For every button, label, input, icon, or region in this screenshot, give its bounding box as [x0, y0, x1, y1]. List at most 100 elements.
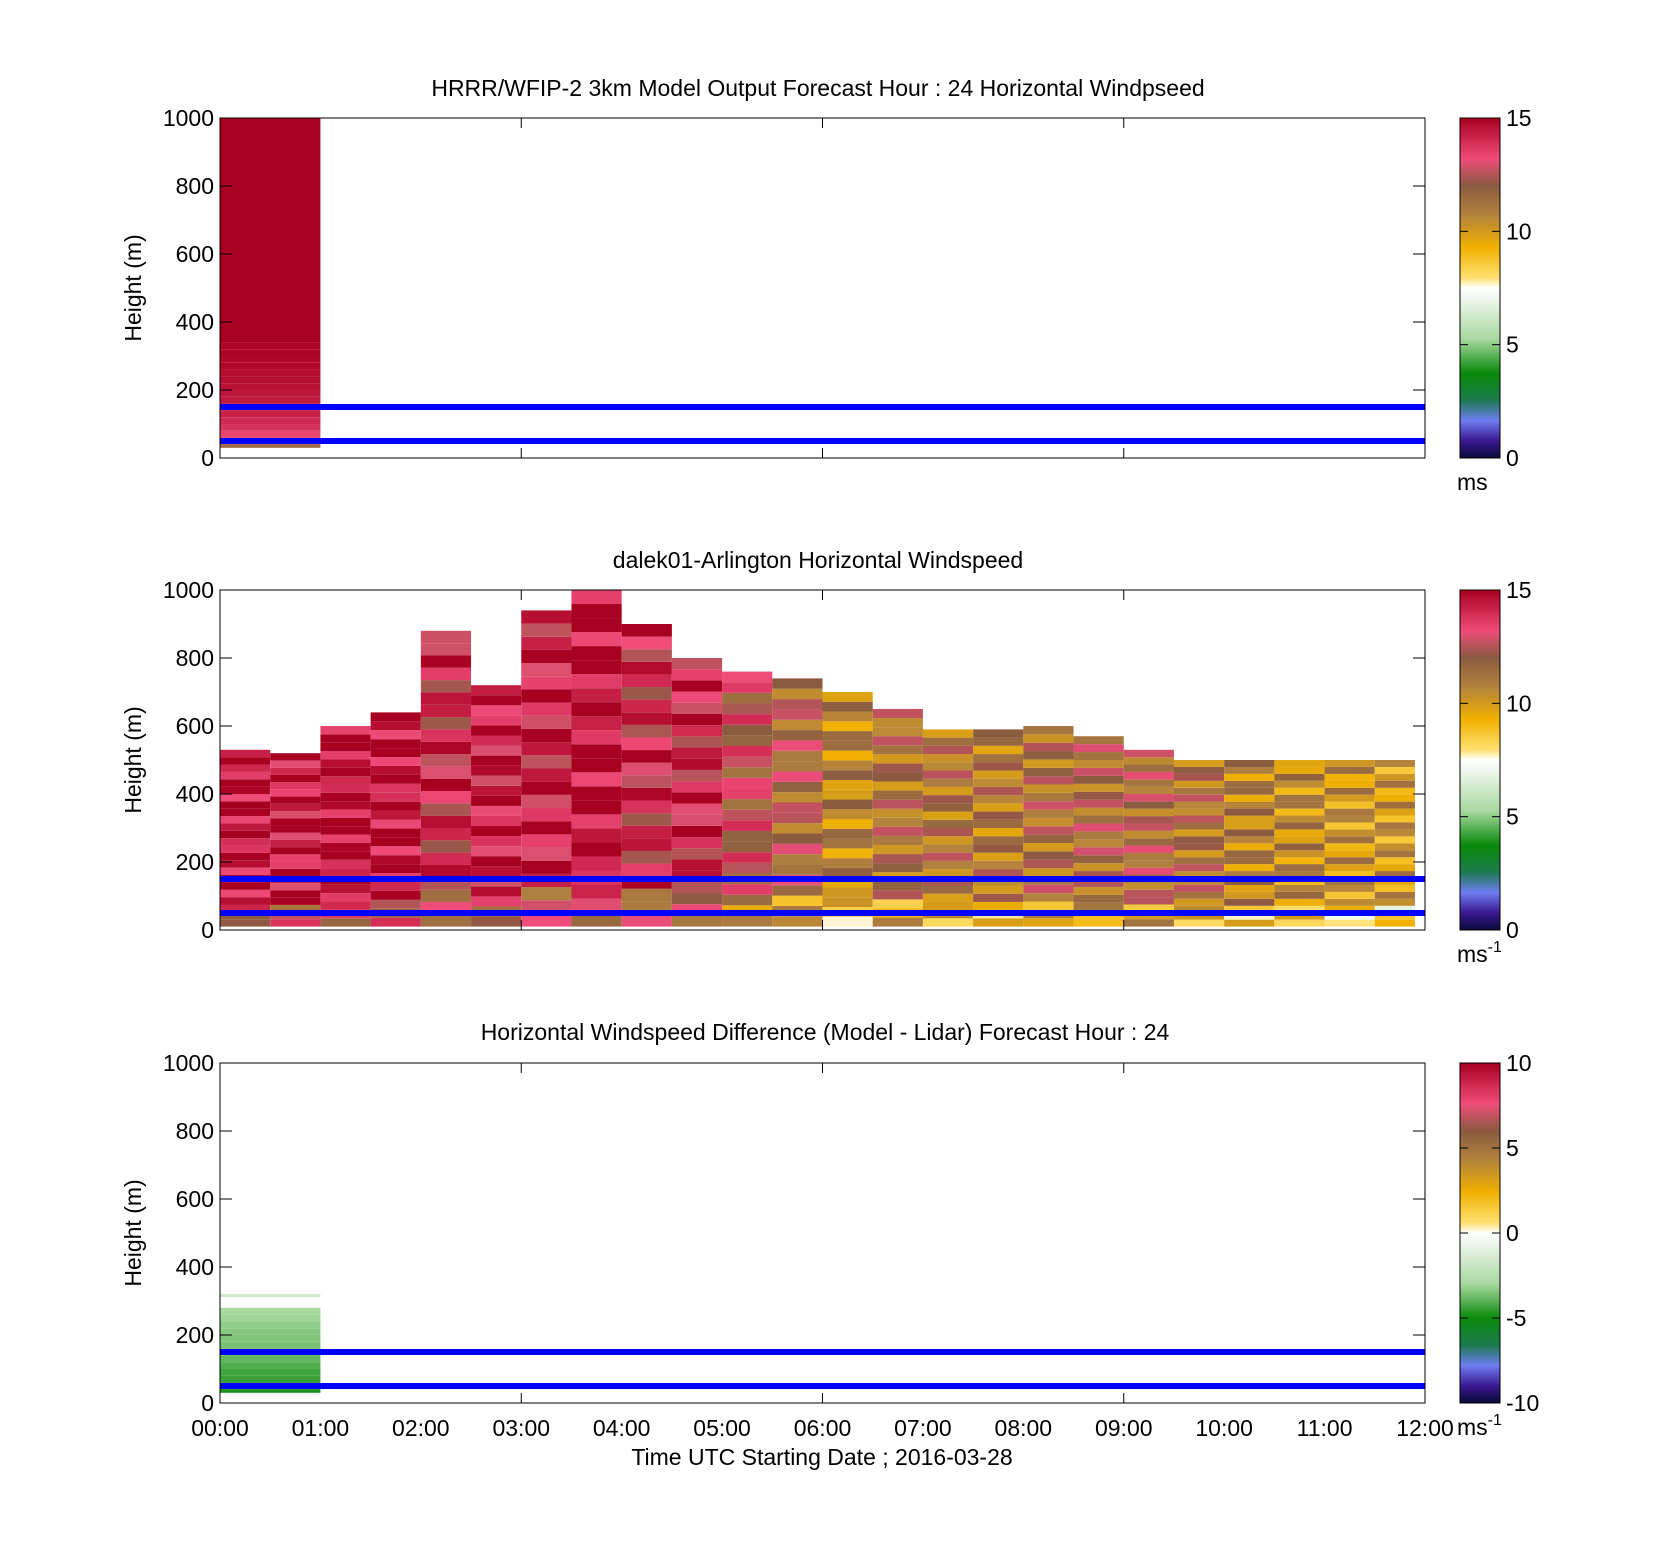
lidar-cell — [420, 729, 472, 742]
lidar-cell — [1324, 815, 1375, 823]
x-tick-label: 09:00 — [1095, 1415, 1153, 1441]
lidar-cell — [320, 792, 371, 802]
x-tick-label: 08:00 — [995, 1415, 1053, 1441]
lidar-cell — [1123, 757, 1174, 765]
lidar-cell — [922, 729, 974, 738]
lidar-cell — [420, 680, 472, 693]
lidar-cell — [320, 868, 371, 877]
lidar-cell — [420, 803, 472, 816]
lidar-cell — [270, 897, 321, 905]
lidar-cell — [671, 747, 723, 759]
lidar-cell — [420, 754, 472, 767]
lidar-cell — [521, 689, 572, 703]
colorbar-tick-label: 15 — [1506, 105, 1532, 131]
lidar-cell — [571, 604, 622, 619]
lidar-cell — [1374, 766, 1415, 774]
colorbar-tick-label: 5 — [1506, 804, 1519, 830]
lidar-cell — [1073, 760, 1124, 768]
lidar-cell — [621, 687, 672, 700]
colorbar-tick-label: -10 — [1506, 1390, 1539, 1416]
lidar-cell — [772, 719, 823, 731]
lidar-cell — [1173, 871, 1225, 879]
model-cell — [220, 430, 321, 438]
lidar-cell — [521, 715, 572, 729]
colorbar-tick-label: 5 — [1506, 332, 1519, 358]
difference-cell — [220, 1294, 321, 1297]
lidar-cell — [1324, 843, 1375, 851]
lidar-cell — [471, 916, 522, 927]
difference-ylabel: Height (m) — [120, 1179, 146, 1286]
lidar-cell — [1073, 767, 1124, 776]
lidar-cell — [471, 896, 522, 907]
lidar-cell — [1224, 905, 1275, 913]
model-cell — [220, 356, 321, 363]
lidar-cell — [521, 847, 572, 861]
lidar-cell — [1374, 780, 1415, 788]
colorbar-tick-label: -5 — [1506, 1305, 1526, 1331]
lidar-cell — [872, 745, 923, 755]
difference-cell — [220, 1321, 321, 1329]
lidar-cell — [1173, 780, 1225, 788]
lidar-cell — [420, 667, 472, 681]
lidar-cell — [571, 702, 622, 717]
lidar-cell — [521, 913, 572, 927]
lidar-cell — [621, 913, 672, 927]
lidar-cell — [1374, 815, 1415, 823]
lidar-cell — [320, 817, 371, 827]
lidar-cell — [822, 867, 873, 878]
lidar-cell — [1073, 752, 1124, 760]
lidar-cell — [1023, 767, 1074, 777]
lidar-cell — [220, 919, 271, 927]
lidar-cell — [471, 725, 522, 736]
lidar-cell — [872, 826, 923, 836]
lidar-cell — [822, 770, 873, 780]
lidar-cell — [1023, 751, 1074, 760]
x-tick-label: 03:00 — [492, 1415, 550, 1441]
lidar-cell — [571, 618, 622, 633]
lidar-cell — [722, 692, 773, 704]
lidar-cell — [1324, 850, 1375, 858]
lidar-cell — [1274, 773, 1325, 781]
lidar-cell — [772, 771, 823, 782]
y-tick-label: 400 — [176, 309, 214, 335]
lidar-cell — [471, 775, 522, 786]
lidar-cell — [722, 724, 773, 736]
lidar-cell — [370, 899, 421, 909]
model-title: HRRR/WFIP-2 3km Model Output Forecast Ho… — [431, 75, 1204, 101]
lidar-cell — [1023, 859, 1074, 869]
lidar-cell — [1224, 871, 1275, 879]
colorbar-tick-label: 15 — [1506, 577, 1532, 603]
lidar-cell — [1274, 808, 1325, 816]
lidar-cell — [621, 813, 672, 826]
lidar-cell — [1374, 850, 1415, 858]
lidar-cell — [973, 737, 1024, 746]
lidar-cell — [872, 718, 923, 728]
lidar-cell — [521, 808, 572, 822]
lidar-cell — [722, 884, 773, 895]
lidar-cell — [1173, 919, 1225, 927]
lidar-cell — [621, 762, 672, 776]
lidar-cell — [671, 792, 723, 804]
lidar-cell — [621, 800, 672, 814]
lidar-cell — [872, 799, 923, 809]
lidar-cell — [1224, 884, 1275, 892]
lidar-cell — [270, 839, 321, 848]
lidar-cell — [1374, 760, 1415, 767]
lidar-cell — [671, 736, 723, 748]
lidar-cell — [220, 757, 271, 765]
lidar-cell — [471, 755, 522, 766]
lidar-cell — [671, 881, 723, 894]
lidar-cell — [1324, 787, 1375, 795]
lidar-cell — [471, 795, 522, 806]
lidar-cell — [420, 864, 472, 878]
lidar-cell — [772, 709, 823, 720]
lidar-cell — [1123, 919, 1174, 927]
lidar-cell — [471, 815, 522, 827]
lidar-cell — [822, 838, 873, 849]
lidar-cell — [521, 610, 572, 624]
model-cell — [220, 362, 321, 370]
model-cell — [220, 376, 321, 384]
difference-cell — [220, 1375, 321, 1383]
lidar-cell — [270, 854, 321, 862]
lidar-cell — [922, 885, 974, 894]
